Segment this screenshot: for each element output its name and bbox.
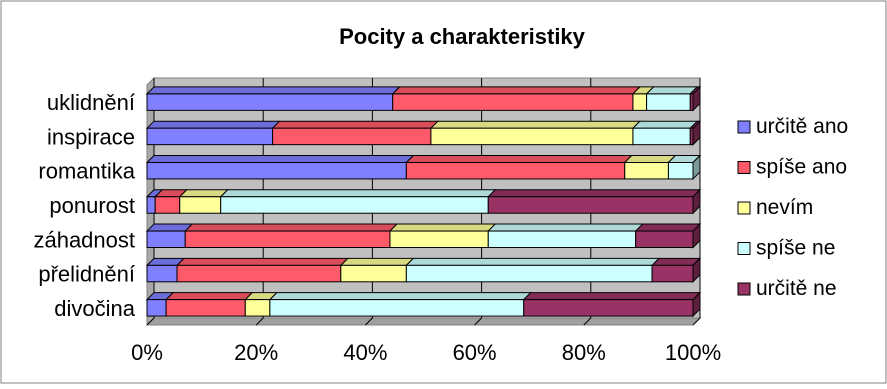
bar-segment bbox=[430, 127, 634, 146]
gridline-floor bbox=[583, 317, 592, 326]
legend-label: nevím bbox=[756, 196, 813, 219]
bar-segment bbox=[340, 264, 407, 283]
y-tick-label: ponurost bbox=[49, 193, 135, 218]
bar-segment bbox=[405, 264, 653, 283]
y-tick-label: uklidnění bbox=[47, 90, 135, 115]
bar-segment bbox=[487, 230, 637, 249]
legend-label: spíše ano bbox=[756, 156, 847, 179]
bar-segment bbox=[392, 93, 634, 111]
bar-top bbox=[268, 292, 532, 301]
bar-end bbox=[692, 119, 701, 146]
bar-segment bbox=[487, 196, 694, 214]
x-tick-label: 0% bbox=[131, 340, 163, 365]
bar-segment bbox=[179, 196, 222, 214]
bar-segment bbox=[146, 299, 167, 317]
bar-top bbox=[391, 86, 642, 95]
gridline-floor bbox=[255, 317, 264, 326]
bar-segment bbox=[176, 264, 342, 283]
bar-segment bbox=[632, 127, 691, 146]
bar-top bbox=[487, 223, 644, 232]
bar-top bbox=[184, 223, 399, 232]
bar-segment bbox=[220, 196, 489, 214]
gridline-floor bbox=[365, 317, 373, 326]
bar-segment bbox=[405, 161, 626, 180]
bar-top bbox=[631, 120, 699, 129]
bar-end bbox=[692, 257, 701, 284]
y-tick-label: inspirace bbox=[47, 124, 135, 149]
bar-end bbox=[692, 291, 701, 318]
bar-segment bbox=[269, 299, 525, 317]
bar-top bbox=[645, 86, 699, 95]
legend-swatch bbox=[737, 120, 751, 134]
bar-segment bbox=[646, 93, 691, 111]
x-tick-label: 60% bbox=[453, 340, 497, 365]
bar-segment bbox=[624, 161, 669, 180]
bar-top bbox=[145, 223, 194, 232]
bar-top bbox=[339, 257, 415, 266]
bar-segment bbox=[272, 127, 432, 146]
bar-end bbox=[692, 188, 701, 215]
bar-segment bbox=[667, 161, 694, 180]
bar-top bbox=[145, 86, 401, 95]
bar-segment bbox=[146, 196, 156, 214]
gridline-floor bbox=[146, 317, 155, 326]
bar-top bbox=[522, 292, 702, 301]
bar-top bbox=[219, 189, 497, 198]
bar-top bbox=[178, 189, 229, 198]
bar-top bbox=[650, 257, 702, 266]
gridline-floor bbox=[692, 317, 701, 326]
bar-top bbox=[405, 257, 661, 266]
x-tick-label: 80% bbox=[562, 340, 606, 365]
legend-swatch bbox=[737, 242, 751, 255]
bar-segment bbox=[632, 93, 648, 111]
legend-label: určitě ne bbox=[756, 277, 837, 300]
bar-top bbox=[175, 257, 350, 266]
legend-swatch bbox=[737, 201, 751, 215]
bar-segment bbox=[154, 196, 181, 214]
bar-segment bbox=[389, 230, 489, 249]
y-tick-label: divočina bbox=[54, 296, 135, 321]
bar-segment bbox=[146, 93, 394, 111]
bar-top bbox=[145, 120, 281, 129]
bar-top bbox=[429, 120, 642, 129]
x-tick-label: 20% bbox=[234, 340, 278, 365]
bar-segment bbox=[651, 264, 694, 283]
chart-title: Pocity a charakteristiky bbox=[339, 24, 586, 49]
bar-segment bbox=[244, 299, 271, 317]
x-tick-label: 100% bbox=[665, 340, 721, 365]
bar-segment bbox=[146, 230, 186, 249]
bar-segment bbox=[635, 230, 694, 249]
bar-segment bbox=[523, 299, 694, 317]
bar-top bbox=[487, 189, 702, 198]
bar-top bbox=[145, 154, 415, 163]
legend-swatch bbox=[737, 282, 751, 296]
legend-label: spíše ne bbox=[756, 237, 835, 260]
bar-top bbox=[634, 223, 702, 232]
bar-segment bbox=[146, 127, 274, 146]
bar-top bbox=[164, 292, 254, 301]
bar-top bbox=[271, 120, 440, 129]
bar-top bbox=[623, 154, 677, 163]
y-tick-label: přelidnění bbox=[38, 262, 135, 287]
x-tick-label: 40% bbox=[343, 340, 387, 365]
legend-swatch bbox=[737, 161, 751, 174]
y-tick-label: romantika bbox=[38, 159, 135, 184]
legend-label: určitě ano bbox=[756, 115, 848, 138]
bar-end bbox=[692, 85, 701, 112]
bar-segment bbox=[165, 299, 246, 317]
plot-floor bbox=[145, 317, 702, 326]
bar-end bbox=[692, 222, 701, 249]
y-tick-label: záhadnost bbox=[33, 227, 135, 252]
bar-segment bbox=[146, 161, 407, 180]
bar-top bbox=[388, 223, 497, 232]
bar-segment bbox=[146, 264, 178, 283]
gridline-floor bbox=[474, 317, 482, 326]
bar-end bbox=[692, 154, 701, 181]
bar-segment bbox=[184, 230, 391, 249]
bar-top bbox=[405, 154, 633, 163]
